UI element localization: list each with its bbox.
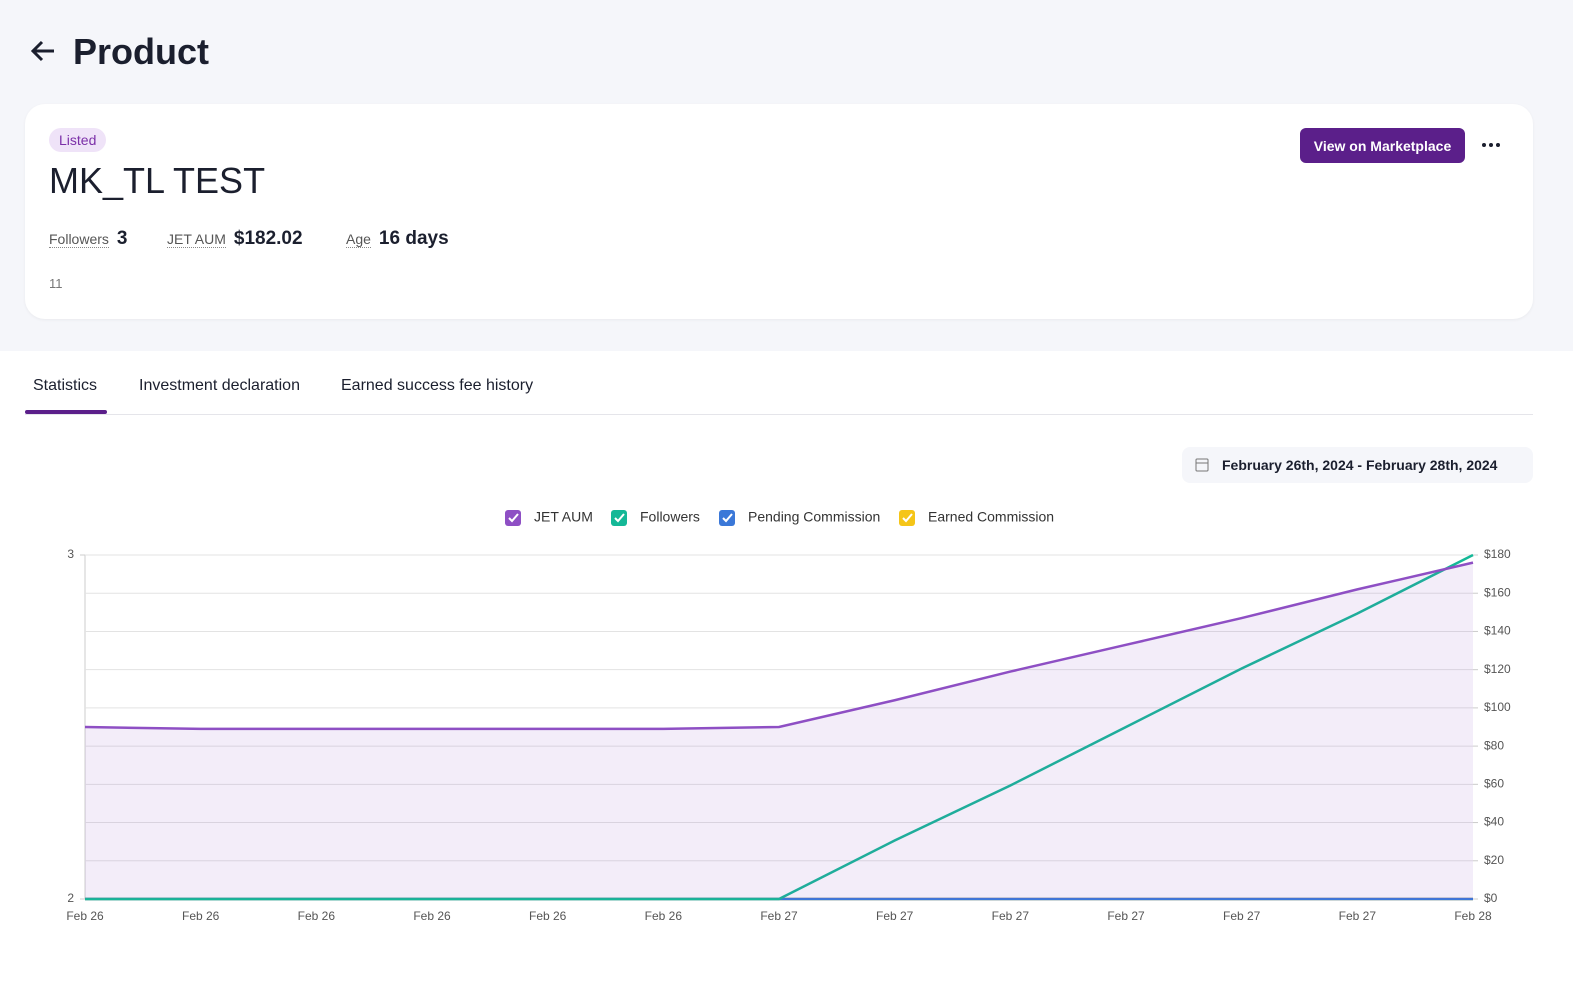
stat: JET AUM $182.02: [167, 228, 303, 250]
y2-tick-label: $20: [1484, 853, 1504, 867]
stat-value: $182.02: [233, 228, 303, 249]
legend-check: [902, 513, 913, 523]
tab[interactable]: Statistics: [33, 377, 98, 394]
stat-label: Age: [346, 231, 371, 248]
x-tick-label: Feb 27: [992, 909, 1030, 923]
legend-checkbox[interactable]: [611, 510, 627, 526]
legend-label[interactable]: JET AUM: [534, 509, 593, 525]
x-tick-label: Feb 26: [66, 909, 104, 923]
legend-checkbox[interactable]: [719, 510, 735, 526]
badge: Listed: [49, 128, 107, 152]
footnote: 11: [49, 276, 63, 291]
y-tick-label: 3: [67, 547, 74, 561]
product-card: Listed MK_TL TEST Followers 3 JET AUM $182…: [25, 104, 1533, 319]
series-line: [85, 553, 1474, 901]
y2-tick-label: $40: [1484, 815, 1504, 829]
calendar-icon: [1195, 458, 1209, 472]
x-tick-label: Feb 27: [1223, 909, 1261, 923]
y2-tick-label: $100: [1484, 700, 1511, 714]
x-tick-label: Feb 27: [876, 909, 914, 923]
legend-check: [508, 513, 519, 523]
y2-tick-label: $120: [1484, 662, 1511, 676]
x-tick-label: Feb 26: [529, 909, 567, 923]
tab[interactable]: Earned success fee history: [341, 377, 534, 394]
stat: Followers 3: [49, 228, 127, 250]
stat-value: 16 days: [378, 228, 449, 249]
stat-label: Followers: [49, 231, 109, 248]
y2-tick-label: $140: [1484, 624, 1511, 638]
legend-check: [614, 513, 625, 523]
page-title: Product: [73, 31, 210, 72]
stat-value: 3: [116, 228, 128, 249]
x-tick-label: Feb 26: [298, 909, 336, 923]
legend-checkbox[interactable]: [899, 510, 915, 526]
chart: $0 $20 $40 $60 $80 $100 $120 $140 $160 $180 2 3 Feb …: [66, 509, 1511, 923]
more-menu[interactable]: [1480, 138, 1502, 152]
x-tick-label: Feb 27: [1339, 909, 1377, 923]
legend-check: [722, 513, 733, 523]
y-tick-label: 2: [67, 891, 74, 905]
x-tick-label: Feb 26: [413, 909, 451, 923]
area-fill: [85, 562, 1473, 899]
legend-label[interactable]: Pending Commission: [748, 509, 880, 525]
tab[interactable]: Investment declaration: [139, 377, 300, 394]
y2-tick-label: $80: [1484, 738, 1504, 752]
stat-label: JET AUM: [167, 231, 226, 248]
product-name: MK_TL TEST: [49, 160, 266, 201]
x-tick-label: Feb 28: [1454, 909, 1492, 923]
y2-tick-label: $180: [1484, 547, 1511, 561]
x-tick-label: Feb 26: [645, 909, 683, 923]
stat: Age 16 days: [346, 228, 449, 250]
legend-label[interactable]: Earned Commission: [928, 509, 1054, 525]
y2-tick-label: $160: [1484, 585, 1511, 599]
date-picker[interactable]: February 26th, 2024 - February 28th, 202…: [1182, 447, 1533, 483]
tab-indicator: [25, 410, 107, 414]
legend-checkbox[interactable]: [505, 510, 521, 526]
x-tick-label: Feb 27: [760, 909, 798, 923]
y2-tick-label: $0: [1484, 891, 1498, 905]
y2-tick-label: $60: [1484, 777, 1504, 791]
tabs: Statistics Investment declaration Earned…: [25, 351, 1533, 415]
x-tick-label: Feb 26: [182, 909, 220, 923]
legend-label[interactable]: Followers: [640, 509, 700, 525]
marketplace-button[interactable]: View on Marketplace: [1300, 128, 1465, 163]
back-arrow[interactable]: [28, 36, 58, 66]
date-range: February 26th, 2024 - February 28th, 202…: [1222, 457, 1498, 473]
x-tick-label: Feb 27: [1107, 909, 1145, 923]
series-line: [84, 561, 1474, 731]
